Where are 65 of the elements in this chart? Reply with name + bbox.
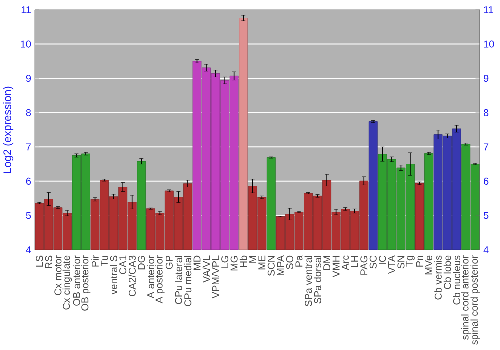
x-tick-label: VA/VL	[202, 256, 210, 283]
y-tick-label: 10	[21, 40, 32, 48]
x-tick-label: Cb vermis	[434, 256, 442, 300]
y-tick-label: 8	[26, 109, 32, 116]
y-tick-label: 11	[22, 6, 32, 14]
x-tick-label: PAG	[360, 256, 368, 275]
x-tick-label: OB anterior	[73, 256, 80, 306]
y2-tick-label: 9	[484, 75, 489, 82]
x-tick-label: Cx motor	[54, 256, 62, 296]
y2-tick-label: 5	[484, 212, 489, 220]
x-tick-label: SCN	[268, 256, 275, 276]
x-tick-label: GP	[166, 256, 173, 270]
x-tick-label: SC	[370, 256, 377, 269]
x-tick-label: MVe	[426, 256, 432, 275]
x-tick-label: CA2/CA3	[128, 256, 136, 296]
x-tick-label: MPA	[277, 255, 284, 276]
x-tick-label: A posterior	[156, 256, 165, 304]
y2-tick-label: 8	[484, 109, 489, 116]
x-tick-label: Hb	[240, 256, 248, 268]
x-tick-label: VTA	[388, 255, 396, 274]
x-tick-label: CPu medial	[184, 256, 192, 306]
x-tick-label: MG	[230, 256, 238, 271]
y-tick-label: 5	[26, 212, 32, 220]
x-tick-label: IC	[379, 256, 386, 264]
x-tick-label: Tu	[101, 256, 108, 266]
x-tick-label: Pn	[416, 256, 424, 267]
x-tick-label: Cb nucleus	[453, 256, 460, 305]
x-tick-label: CPu lateral	[175, 256, 182, 304]
x-tick-label: spinal cord anterior	[461, 256, 471, 340]
x-tick-label: ventral S	[110, 256, 118, 295]
x-tick-label: spinal cord posterior	[470, 256, 480, 345]
x-tick-label: Arc	[342, 256, 350, 270]
x-tick-label: OB posterior	[81, 256, 91, 311]
x-tick-label: Pa	[296, 255, 303, 267]
x-tick-label: LH	[351, 256, 358, 268]
x-tick-label: Pir	[92, 256, 99, 267]
x-tick-label: SPa dorsal	[314, 256, 322, 304]
y2-tick-label: 10	[484, 40, 494, 48]
x-tick-label: M	[249, 256, 256, 263]
x-tick-label: SO	[286, 256, 294, 270]
x-tick-label: LG	[222, 256, 229, 268]
x-tick-label: A anterior	[147, 256, 155, 299]
y-tick-label: 4	[26, 246, 32, 254]
x-tick-label: RS	[45, 256, 52, 268]
y-tick-label: 9	[26, 75, 32, 82]
x-tick-label: SN	[398, 256, 405, 269]
x-tick-label: DM	[324, 256, 330, 270]
y2-tick-label: 7	[484, 144, 489, 151]
x-tick-label: CA1	[120, 256, 127, 274]
x-tick-label: ME	[258, 256, 266, 270]
x-tick-label: LS	[36, 256, 44, 267]
y-axis-title: Log2 (expression)	[3, 86, 14, 173]
y2-tick-label: 6	[484, 178, 489, 185]
y-tick-label: 7	[26, 144, 31, 151]
x-tick-label: Cb lobe	[444, 256, 452, 290]
x-tick-label: SPa ventral	[304, 256, 312, 306]
x-tick-label: Tg	[406, 256, 415, 267]
x-tick-label: VPM/VPL	[212, 256, 220, 299]
y2-tick-label: 11	[484, 6, 494, 14]
x-tick-label: DG	[138, 256, 146, 270]
x-tick-label: Cx cingulate	[62, 256, 72, 310]
x-tick-label: MD	[194, 256, 201, 270]
y2-tick-label: 4	[484, 246, 489, 254]
y-tick-label: 6	[26, 178, 32, 185]
x-tick-label: VMH	[332, 256, 340, 278]
